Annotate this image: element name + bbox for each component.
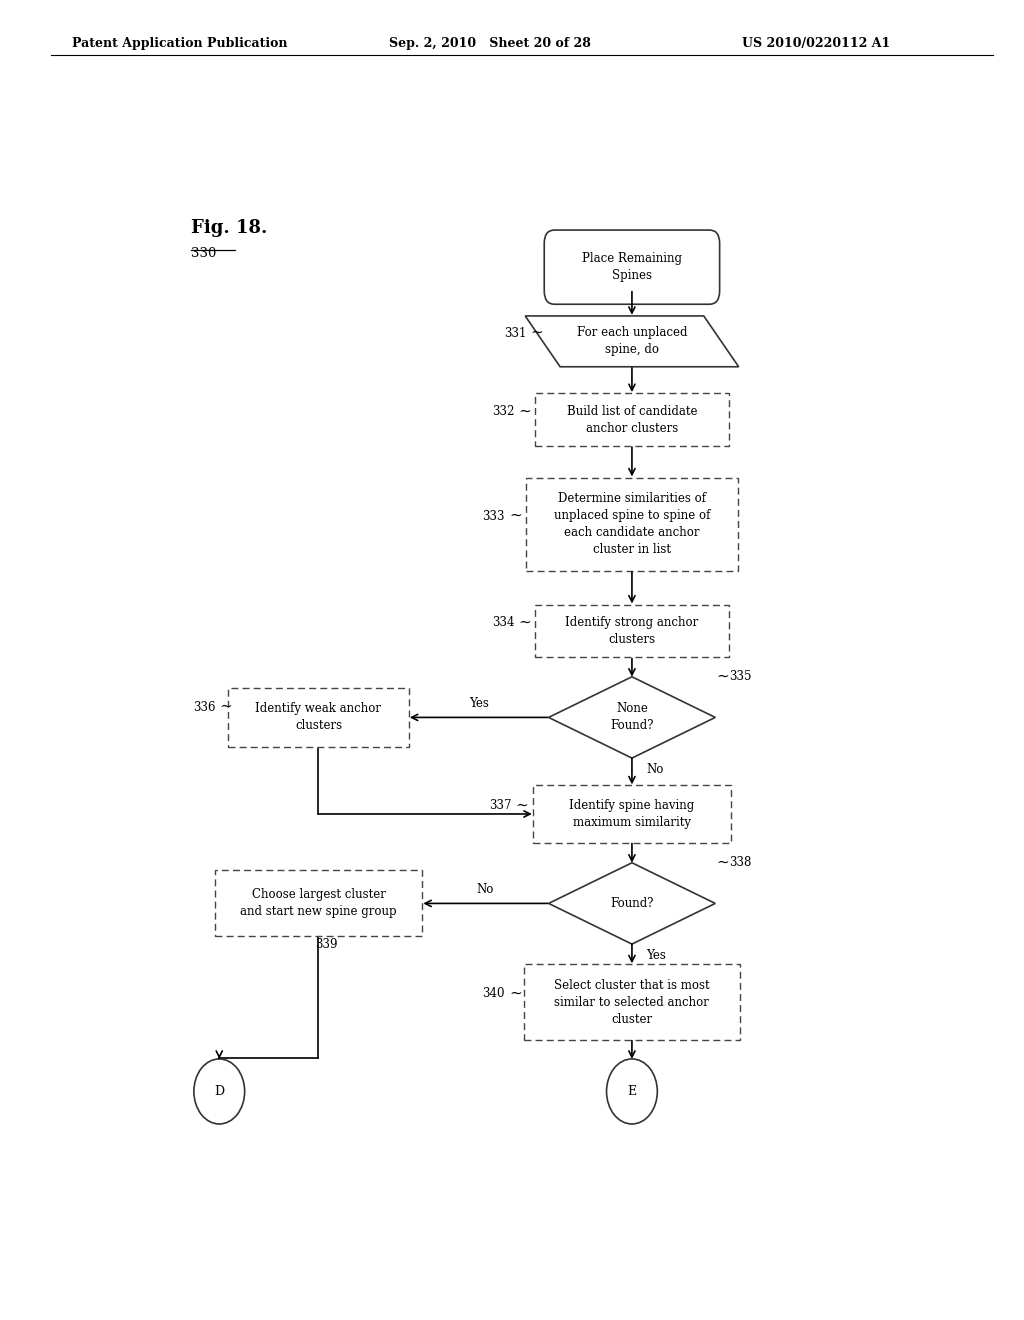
Text: 333: 333 [482, 510, 505, 523]
Text: Identify spine having
maximum similarity: Identify spine having maximum similarity [569, 799, 694, 829]
Text: Identify weak anchor
clusters: Identify weak anchor clusters [255, 702, 382, 733]
FancyBboxPatch shape [532, 785, 731, 843]
Text: For each unplaced
spine, do: For each unplaced spine, do [577, 326, 687, 356]
Text: Patent Application Publication: Patent Application Publication [72, 37, 287, 50]
Circle shape [194, 1059, 245, 1125]
Text: None
Found?: None Found? [610, 702, 653, 733]
Text: Select cluster that is most
similar to selected anchor
cluster: Select cluster that is most similar to s… [554, 978, 710, 1026]
Text: D: D [214, 1085, 224, 1098]
Text: Build list of candidate
anchor clusters: Build list of candidate anchor clusters [566, 405, 697, 434]
Text: ∼: ∼ [219, 700, 232, 714]
Text: ∼: ∼ [716, 669, 729, 684]
Text: ∼: ∼ [518, 616, 531, 630]
Text: 334: 334 [492, 616, 514, 630]
Text: US 2010/0220112 A1: US 2010/0220112 A1 [742, 37, 891, 50]
FancyBboxPatch shape [544, 230, 720, 304]
Text: 338: 338 [729, 857, 752, 870]
Text: Yes: Yes [646, 949, 666, 962]
Text: 337: 337 [488, 800, 511, 812]
FancyBboxPatch shape [535, 393, 729, 446]
Polygon shape [525, 315, 738, 367]
FancyBboxPatch shape [524, 965, 740, 1040]
FancyBboxPatch shape [535, 605, 729, 657]
Text: Sep. 2, 2010   Sheet 20 of 28: Sep. 2, 2010 Sheet 20 of 28 [389, 37, 591, 50]
FancyBboxPatch shape [214, 870, 423, 936]
Text: ∼: ∼ [515, 799, 528, 813]
Text: Identify strong anchor
clusters: Identify strong anchor clusters [565, 616, 698, 645]
Text: E: E [628, 1085, 637, 1098]
FancyBboxPatch shape [525, 478, 738, 572]
Text: 340: 340 [482, 987, 505, 1001]
Text: ∼: ∼ [509, 510, 521, 523]
Text: 330: 330 [191, 247, 217, 260]
Polygon shape [549, 863, 715, 944]
Polygon shape [549, 677, 715, 758]
Text: No: No [646, 763, 664, 776]
Text: ∼: ∼ [518, 404, 531, 418]
Text: 331: 331 [504, 327, 526, 339]
Text: ∼: ∼ [716, 855, 729, 870]
Text: ∼: ∼ [509, 987, 521, 1001]
Text: Fig. 18.: Fig. 18. [191, 219, 268, 238]
Circle shape [606, 1059, 657, 1125]
Text: Determine similarities of
unplaced spine to spine of
each candidate anchor
clust: Determine similarities of unplaced spine… [554, 492, 710, 556]
Text: 336: 336 [193, 701, 215, 714]
Text: Choose largest cluster
and start new spine group: Choose largest cluster and start new spi… [241, 888, 396, 919]
Text: Place Remaining
Spines: Place Remaining Spines [582, 252, 682, 282]
Text: 335: 335 [729, 671, 752, 684]
Text: ∼: ∼ [530, 326, 543, 341]
Text: 332: 332 [493, 405, 514, 418]
Text: 339: 339 [315, 937, 338, 950]
Text: Yes: Yes [469, 697, 488, 710]
Text: No: No [477, 883, 495, 896]
FancyBboxPatch shape [228, 688, 409, 747]
Text: Found?: Found? [610, 896, 653, 909]
